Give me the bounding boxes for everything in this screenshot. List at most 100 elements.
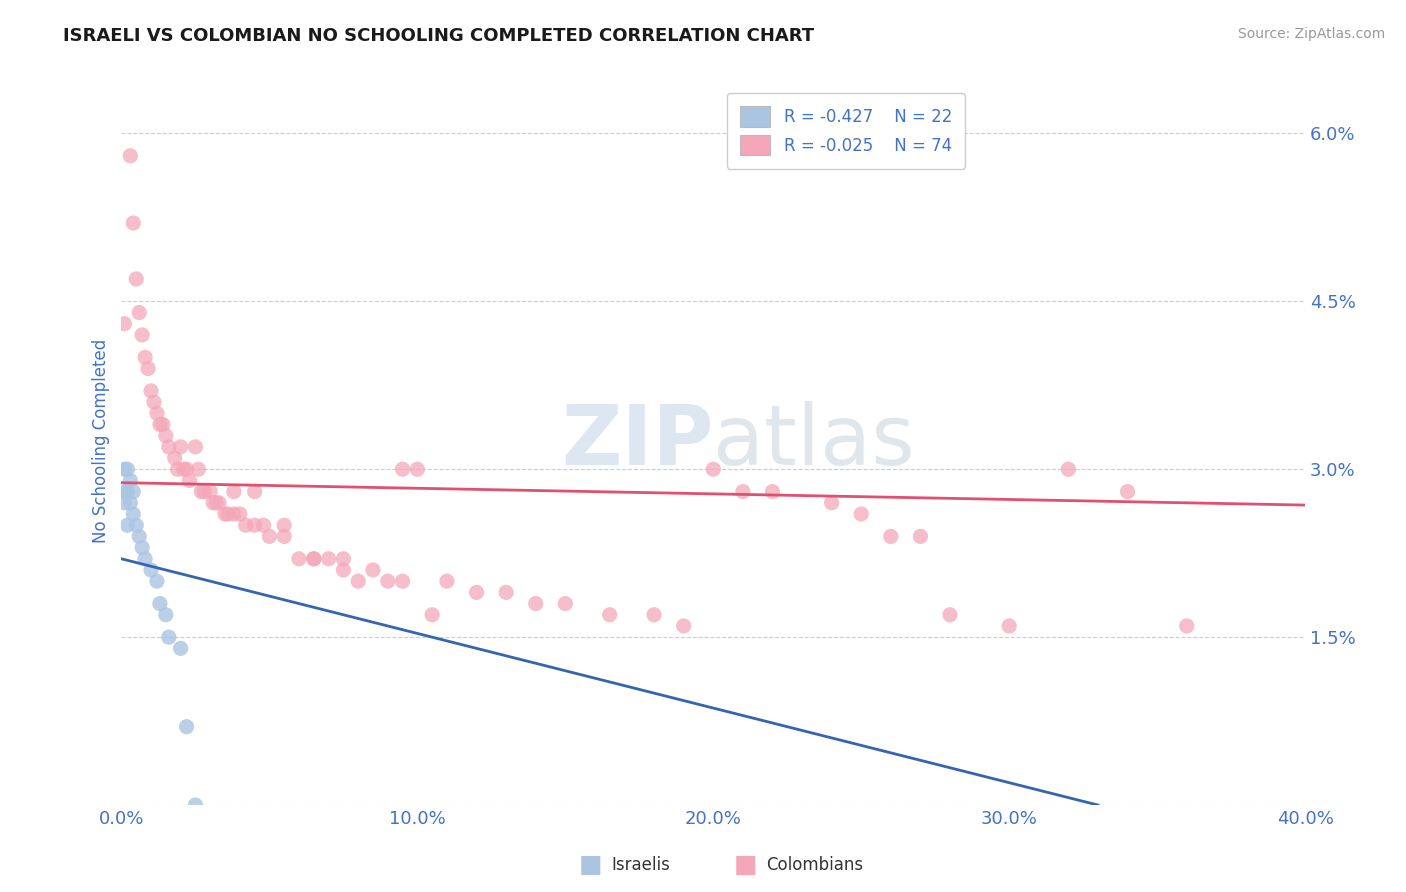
Point — [243, 484, 266, 499]
Point — [120, 149, 142, 163]
Point — [599, 607, 621, 622]
Point — [229, 507, 252, 521]
Point — [112, 462, 135, 476]
Point — [184, 440, 207, 454]
Point — [163, 451, 186, 466]
Point — [146, 574, 169, 589]
Point — [910, 529, 932, 543]
Point — [998, 619, 1021, 633]
Point — [436, 574, 458, 589]
Point — [112, 484, 135, 499]
Point — [134, 551, 156, 566]
Point — [259, 529, 281, 543]
Point — [554, 597, 576, 611]
Y-axis label: No Schooling Completed: No Schooling Completed — [93, 339, 110, 543]
Legend: R = -0.427    N = 22, R = -0.025    N = 74: R = -0.427 N = 22, R = -0.025 N = 74 — [727, 93, 966, 169]
Point — [155, 428, 177, 442]
Point — [252, 518, 274, 533]
Point — [880, 529, 903, 543]
Text: Israelis: Israelis — [612, 856, 671, 874]
Point — [214, 507, 236, 521]
Point — [122, 507, 145, 521]
Point — [273, 518, 295, 533]
Point — [120, 474, 142, 488]
Point — [939, 607, 962, 622]
Point — [273, 529, 295, 543]
Point — [176, 462, 198, 476]
Point — [851, 507, 873, 521]
Point — [169, 641, 191, 656]
Point — [761, 484, 783, 499]
Point — [152, 417, 174, 432]
Text: ZIP: ZIP — [561, 401, 713, 482]
Point — [120, 496, 142, 510]
Point — [361, 563, 384, 577]
Point — [391, 574, 413, 589]
Point — [166, 462, 188, 476]
Text: Source: ZipAtlas.com: Source: ZipAtlas.com — [1237, 27, 1385, 41]
Point — [128, 529, 150, 543]
Point — [820, 496, 842, 510]
Point — [1116, 484, 1139, 499]
Point — [202, 496, 225, 510]
Point — [143, 395, 166, 409]
Point — [157, 630, 180, 644]
Point — [125, 518, 148, 533]
Point — [128, 305, 150, 319]
Point — [122, 216, 145, 230]
Point — [731, 484, 754, 499]
Text: ■: ■ — [734, 854, 756, 877]
Point — [1175, 619, 1198, 633]
Point — [205, 496, 228, 510]
Point — [190, 484, 212, 499]
Point — [117, 484, 139, 499]
Point — [347, 574, 370, 589]
Text: atlas: atlas — [713, 401, 915, 482]
Point — [1057, 462, 1080, 476]
Point — [288, 551, 311, 566]
Point — [149, 597, 172, 611]
Point — [125, 272, 148, 286]
Point — [136, 361, 159, 376]
Point — [377, 574, 399, 589]
Point — [420, 607, 443, 622]
Point — [702, 462, 724, 476]
Point — [173, 462, 195, 476]
Point — [391, 462, 413, 476]
Point — [112, 317, 135, 331]
Point — [235, 518, 257, 533]
Point — [643, 607, 665, 622]
Point — [112, 496, 135, 510]
Point — [332, 551, 354, 566]
Point — [179, 474, 201, 488]
Point — [176, 720, 198, 734]
Text: ■: ■ — [579, 854, 602, 877]
Point — [122, 484, 145, 499]
Point — [117, 462, 139, 476]
Point — [131, 327, 153, 342]
Point — [222, 507, 245, 521]
Point — [117, 518, 139, 533]
Point — [406, 462, 429, 476]
Point — [157, 440, 180, 454]
Point — [243, 518, 266, 533]
Point — [200, 484, 222, 499]
Point — [184, 798, 207, 813]
Point — [465, 585, 488, 599]
Point — [139, 384, 162, 398]
Point — [217, 507, 239, 521]
Point — [155, 607, 177, 622]
Point — [139, 563, 162, 577]
Point — [332, 563, 354, 577]
Point — [524, 597, 547, 611]
Point — [169, 440, 191, 454]
Point — [495, 585, 517, 599]
Text: ISRAELI VS COLOMBIAN NO SCHOOLING COMPLETED CORRELATION CHART: ISRAELI VS COLOMBIAN NO SCHOOLING COMPLE… — [63, 27, 814, 45]
Point — [146, 406, 169, 420]
Point — [149, 417, 172, 432]
Point — [302, 551, 325, 566]
Point — [208, 496, 231, 510]
Point — [187, 462, 209, 476]
Point — [222, 484, 245, 499]
Point — [302, 551, 325, 566]
